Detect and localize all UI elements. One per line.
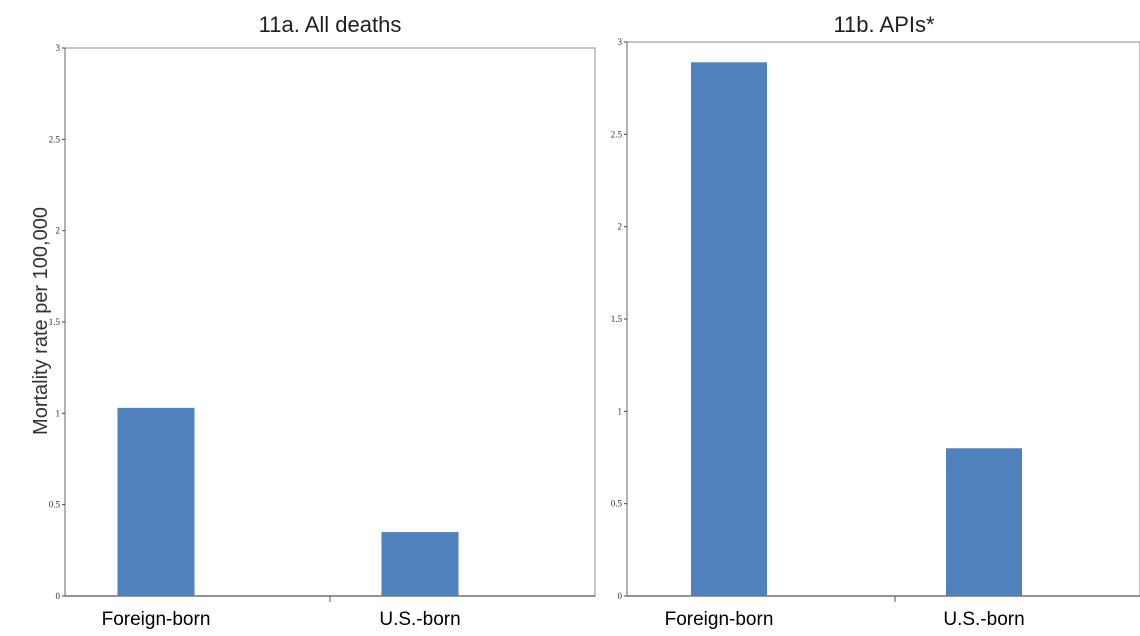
y-axis-label-a: Mortality rate per 100,000 [30, 207, 52, 435]
category-label: U.S.-born [943, 609, 1024, 630]
bar-u-s-born [946, 448, 1022, 596]
y-tick-label: 3 [618, 37, 623, 47]
y-tick-label: 0 [618, 591, 623, 601]
y-tick-label: 2 [618, 222, 623, 232]
bars-b [691, 62, 1022, 602]
y-tick-label: 0.5 [611, 499, 623, 509]
bars-a [117, 407, 459, 602]
y-tick-label: 1.5 [49, 317, 61, 327]
chart-panel-b: 11b. APIs* 0 0.5 1 1.5 2 2.5 3 Foreign-born U.S… [611, 12, 1140, 630]
category-label: Foreign-born [665, 609, 774, 630]
y-tick-label: 1 [56, 408, 61, 418]
y-tick-label: 2.5 [611, 129, 623, 139]
y-tick-label: 3 [56, 43, 61, 53]
category-label: U.S.-born [379, 609, 460, 630]
chart-title-a: 11a. All deaths [259, 12, 402, 37]
y-tick-label: 0.5 [49, 500, 61, 510]
y-ticks-b: 0 0.5 1 1.5 2 2.5 3 [611, 37, 627, 601]
category-labels-b: Foreign-born U.S.-born [665, 609, 1025, 630]
chart-title-b: 11b. APIs* [833, 12, 935, 37]
chart-panel-a: 11a. All deaths Mortality rate per 100,0… [30, 12, 596, 630]
y-tick-label: 0 [56, 591, 61, 601]
bar-foreign-born [117, 407, 195, 596]
category-label: Foreign-born [102, 609, 211, 630]
category-labels-a: Foreign-born U.S.-born [102, 609, 461, 630]
y-tick-label: 1 [618, 406, 623, 416]
bar-foreign-born [691, 62, 767, 596]
y-tick-label: 2.5 [49, 134, 61, 144]
y-tick-label: 2 [56, 226, 61, 236]
bar-u-s-born [381, 532, 459, 596]
y-ticks-a: 0 0.5 1 1.5 2 2.5 3 [49, 43, 65, 601]
y-tick-label: 1.5 [611, 314, 623, 324]
